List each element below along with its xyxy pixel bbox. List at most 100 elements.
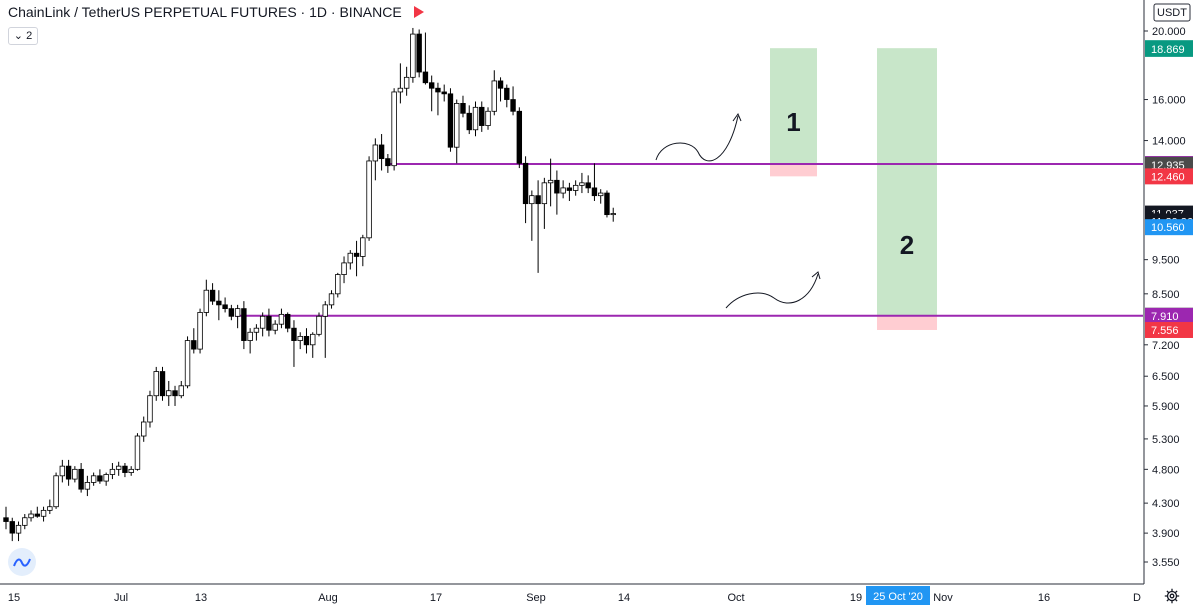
currency-label[interactable]: USDT [1153, 3, 1191, 22]
candle-body-down [416, 33, 422, 73]
candle-body-down [510, 99, 516, 112]
candle [410, 27, 416, 83]
stop-zone-2 [877, 315, 937, 330]
candle [341, 256, 347, 284]
x-tick-label: 16 [1038, 592, 1050, 604]
candle-body-up [103, 474, 109, 482]
candle-body-up [341, 262, 347, 275]
candle-body-down [159, 371, 166, 397]
time-axis[interactable]: 15 Jul 13 Aug 17 Sep 14 Oct 19 Nov 16 D 25 Oct '20 [8, 586, 1141, 605]
candle-body-up [22, 517, 28, 526]
candle [253, 324, 260, 341]
candle-body-down [228, 308, 235, 317]
candle-body-up [529, 195, 535, 205]
candle [259, 312, 266, 337]
candle-body-down [428, 82, 435, 89]
candle-body-up [541, 182, 548, 205]
candle-body-up [310, 333, 316, 346]
candle [241, 301, 247, 350]
candle [159, 366, 166, 401]
candle [454, 99, 460, 164]
candle [134, 433, 141, 471]
candle-body-up [178, 385, 184, 397]
candle-body-down [554, 179, 560, 194]
candle-body-up [335, 274, 341, 295]
candle-body-down [122, 465, 128, 473]
candle [491, 70, 497, 116]
price-tags: 18.91218.86912.96912.93512.46011.03711:2… [1145, 40, 1193, 338]
x-tick-label: Nov [933, 592, 953, 604]
candle-body-up [278, 313, 285, 325]
candle [34, 506, 40, 518]
x-tick-label: Sep [526, 592, 546, 604]
candle-body-up [397, 87, 404, 93]
candle [166, 380, 172, 406]
candle-body-up [53, 475, 59, 508]
candle-body-down [266, 315, 272, 331]
candle-body-up [360, 237, 366, 257]
candle-body-up [547, 179, 554, 184]
y-tick-label: 4.300 [1152, 498, 1180, 510]
candle-body-up [147, 395, 153, 423]
price-tag-label: 12.460 [1151, 171, 1185, 183]
x-tick-label: 17 [430, 592, 442, 604]
candle [65, 459, 72, 486]
interval[interactable]: 1D [309, 4, 328, 20]
candle-body-up [15, 524, 22, 534]
candle [547, 158, 554, 207]
candle [216, 290, 222, 321]
symbol-pair[interactable]: ChainLink / TetherUS PERPETUAL FUTURES [8, 4, 297, 20]
candle [178, 380, 184, 399]
candle [303, 328, 310, 354]
candle-body-up [366, 160, 372, 239]
x-tick-label: 13 [195, 592, 207, 604]
candle-body-down [504, 87, 510, 100]
candle-body-up [109, 468, 116, 475]
candle [435, 82, 441, 116]
candle-body-up [491, 80, 497, 112]
candle [209, 283, 216, 305]
candle [284, 312, 291, 333]
price-tag-label: 7.910 [1151, 311, 1179, 323]
candle-body-up [184, 340, 191, 387]
candle [47, 499, 53, 515]
candle-body-up [572, 184, 579, 191]
gear-icon[interactable] [1164, 588, 1180, 604]
candle-body-up [197, 312, 203, 350]
candle [403, 66, 410, 96]
y-tick-label: 3.900 [1152, 528, 1180, 540]
candle [222, 297, 228, 313]
candle-body-up [322, 304, 328, 317]
price-tag: 12.460 [1145, 168, 1193, 185]
zone-labels: 12 [786, 107, 914, 260]
candle [147, 390, 153, 428]
candle [554, 170, 560, 215]
candle [604, 190, 610, 218]
candle [460, 95, 466, 118]
candle [472, 101, 479, 137]
candle-body-up [259, 315, 266, 329]
projection-arrow-2 [725, 273, 819, 309]
y-tick-label: 3.550 [1152, 557, 1180, 569]
candle-body-up [72, 468, 78, 480]
zone-number-1: 1 [786, 107, 800, 137]
candle-body-up [128, 468, 134, 473]
indicators-toggle-button[interactable]: ⌄ 2 [8, 27, 38, 45]
candle [90, 472, 97, 486]
candle-body-up [247, 331, 253, 341]
candle-body-down [9, 521, 15, 534]
candle-body-down [34, 513, 40, 517]
price-axis[interactable]: 3.550 3.900 4.300 4.800 5.300 5.900 6.500 7.200… [1144, 26, 1186, 569]
projection-arrow-2-head [811, 271, 821, 280]
candle-body-down [209, 289, 216, 302]
candle-body-up [141, 421, 147, 437]
y-tick-label: 9.500 [1152, 255, 1180, 267]
y-tick-label: 8.500 [1152, 289, 1180, 301]
candle-body-down [191, 340, 197, 350]
candle [360, 234, 366, 267]
y-tick-label: 5.900 [1152, 401, 1180, 413]
tradingview-logo-icon[interactable] [8, 548, 36, 576]
candle [72, 466, 78, 483]
chart-title[interactable]: ChainLink / TetherUS PERPETUAL FUTURES ·… [8, 4, 424, 20]
